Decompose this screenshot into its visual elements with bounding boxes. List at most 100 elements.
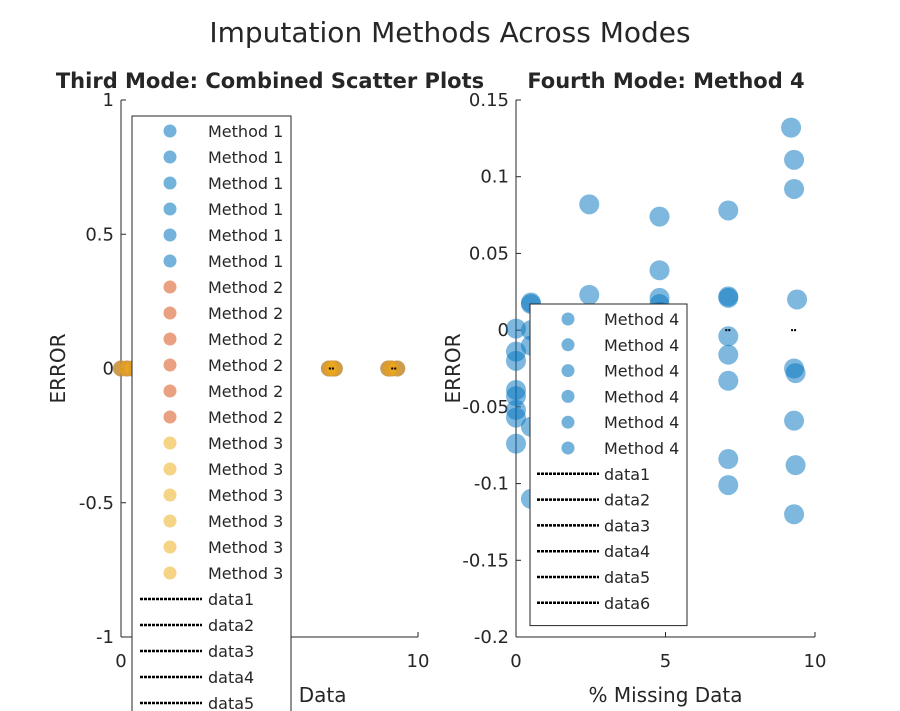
legend-label: data6 [604,594,650,613]
legend-marker [561,389,575,403]
data-point [718,449,739,470]
y-tick-label: -0.2 [474,627,509,648]
legend-marker [163,566,177,580]
data-point [784,149,805,170]
legend-label: Method 2 [208,278,283,297]
legend-marker [561,338,575,352]
legend-label: data5 [604,568,650,587]
data-point [718,200,739,221]
legend-marker [163,254,177,268]
legend-marker [163,124,177,138]
legend-marker [163,358,177,372]
data-point [506,433,526,454]
y-tick-label: 0 [103,359,114,380]
legend-label: Method 1 [208,174,283,193]
legend-marker [163,202,177,216]
chart-1: -1-0.500.510510% Missing DataERRORThird … [46,69,484,711]
legend-marker [163,514,177,528]
legend-marker [163,436,177,450]
data-point [579,284,600,305]
legend-label: data5 [208,694,254,711]
legend-label: Method 2 [208,304,283,323]
data-point [718,370,739,391]
legend-label: Method 4 [604,310,679,329]
legend-label: data4 [208,668,254,687]
legend-label: Method 1 [208,200,283,219]
data-point [506,407,526,428]
x-tick-label: 5 [660,651,671,672]
legend-label: Method 4 [604,413,679,432]
y-tick-label: -1 [96,627,114,648]
y-axis-label: ERROR [441,333,465,403]
data-point [326,360,343,377]
legend-label: data3 [208,642,254,661]
y-tick-label: 0.5 [85,224,114,245]
legend-label: Method 3 [208,564,283,583]
legend-label: Method 3 [208,460,283,479]
legend-label: Method 1 [208,226,283,245]
data-point [579,194,600,215]
legend-marker [163,410,177,424]
legend-label: Method 4 [604,387,679,406]
y-tick-label: 0.15 [469,90,509,111]
legend-label: data3 [604,516,650,535]
legend-label: Method 4 [604,362,679,381]
y-tick-label: 1 [103,90,114,111]
legend-marker [163,306,177,320]
y-tick-label: -0.05 [462,397,509,418]
legend-label: Method 1 [208,122,283,141]
legend-box [131,115,292,711]
chart-2: -0.2 -0.15 -0.1 -0.05 0 0.05 0.1 0.15 0 5 10 % Miss… [441,69,826,707]
legend-label: Method 4 [604,336,679,355]
data-point [784,178,805,199]
legend-marker [163,384,177,398]
x-tick-label: 0 [510,651,521,672]
legend-label: data1 [604,465,650,484]
legend-marker [163,332,177,346]
y-tick-label: 0 [498,320,509,341]
y-tick-label: 0.05 [469,243,509,264]
data-point [389,360,406,377]
legend-label: Method 3 [208,486,283,505]
legend-marker [163,176,177,190]
legend-label: Method 1 [208,148,283,167]
data-point [785,455,806,476]
legend-box [529,303,688,627]
legend-label: data2 [208,616,254,635]
x-tick-label: 10 [804,651,827,672]
data-point [506,318,526,339]
y-tick-label: -0.15 [462,550,509,571]
legend-label: data4 [604,542,650,561]
data-point [784,504,805,525]
data-point [785,363,806,384]
legend-label: Method 2 [208,408,283,427]
data-point [781,117,802,138]
legend-label: Method 2 [208,382,283,401]
data-point [506,350,526,371]
figure-title: Imputation Methods Across Modes [209,16,690,49]
y-tick-label: -0.1 [474,474,509,495]
data-point [718,475,739,496]
data-point [718,286,739,307]
legend-label: Method 4 [604,439,679,458]
y-tick-label: 0.1 [480,167,509,188]
legend-label: Method 3 [208,512,283,531]
legend-marker [163,540,177,554]
legend-label: Method 2 [208,356,283,375]
x-tick-label: 10 [407,651,430,672]
data-point [649,206,670,227]
data-point [506,386,526,407]
data-point [784,410,805,431]
legend-label: Method 2 [208,330,283,349]
legend-marker [163,280,177,294]
legend-marker [561,441,575,455]
x-tick-label: 0 [115,651,126,672]
data-point [718,344,739,365]
legend-marker [561,312,575,326]
y-tick-label: -0.5 [79,493,114,514]
legend-label: Method 3 [208,538,283,557]
legend-marker [163,228,177,242]
x-axis-label: % Missing Data [588,683,742,707]
legend-marker [163,462,177,476]
